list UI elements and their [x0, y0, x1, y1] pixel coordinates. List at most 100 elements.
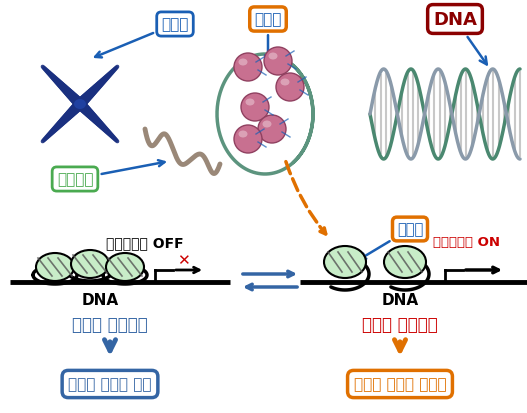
Ellipse shape	[112, 136, 117, 142]
Ellipse shape	[324, 247, 366, 278]
Ellipse shape	[384, 247, 426, 278]
Text: 히스톤: 히스톤	[255, 12, 282, 62]
Ellipse shape	[66, 91, 77, 102]
Ellipse shape	[110, 69, 116, 75]
Ellipse shape	[45, 133, 51, 139]
Text: DNA: DNA	[433, 11, 487, 65]
Ellipse shape	[41, 66, 45, 70]
Ellipse shape	[44, 135, 50, 140]
Ellipse shape	[234, 54, 262, 82]
Ellipse shape	[106, 254, 144, 281]
Text: DNA: DNA	[382, 293, 418, 308]
Ellipse shape	[55, 122, 63, 130]
Ellipse shape	[114, 139, 119, 144]
Ellipse shape	[88, 87, 98, 97]
Ellipse shape	[87, 112, 97, 122]
Ellipse shape	[74, 100, 86, 110]
Ellipse shape	[99, 123, 106, 131]
Ellipse shape	[113, 67, 118, 72]
Ellipse shape	[50, 75, 57, 82]
Ellipse shape	[88, 113, 98, 123]
Ellipse shape	[91, 84, 101, 94]
Ellipse shape	[65, 109, 76, 119]
Ellipse shape	[75, 97, 87, 109]
Ellipse shape	[53, 125, 60, 132]
Ellipse shape	[70, 95, 82, 107]
Ellipse shape	[66, 107, 77, 118]
Ellipse shape	[71, 96, 83, 108]
Ellipse shape	[239, 131, 248, 138]
Ellipse shape	[114, 66, 119, 70]
Ellipse shape	[82, 107, 93, 118]
Ellipse shape	[64, 110, 75, 121]
Ellipse shape	[64, 89, 75, 100]
Ellipse shape	[104, 129, 111, 136]
Text: 응집한 크로마틴: 응집한 크로마틴	[72, 315, 148, 333]
Ellipse shape	[94, 119, 103, 128]
Ellipse shape	[63, 112, 73, 122]
Ellipse shape	[101, 126, 109, 133]
Ellipse shape	[51, 76, 58, 83]
Ellipse shape	[63, 88, 73, 98]
Ellipse shape	[53, 77, 60, 85]
Ellipse shape	[90, 114, 99, 124]
Ellipse shape	[101, 76, 109, 83]
Ellipse shape	[87, 88, 97, 98]
Ellipse shape	[80, 94, 91, 105]
Text: 느슨한 크로마틴: 느슨한 크로마틴	[362, 315, 438, 333]
Ellipse shape	[49, 74, 56, 81]
Ellipse shape	[103, 128, 110, 135]
Ellipse shape	[57, 82, 66, 91]
Ellipse shape	[258, 116, 286, 144]
Ellipse shape	[43, 68, 48, 73]
Ellipse shape	[74, 98, 86, 111]
Ellipse shape	[45, 70, 51, 76]
Text: 유전자전사 ON: 유전자전사 ON	[433, 236, 500, 249]
Ellipse shape	[43, 136, 48, 142]
Ellipse shape	[71, 101, 83, 114]
Text: 유전자 전사의 억제: 유전자 전사의 억제	[69, 377, 152, 392]
Ellipse shape	[76, 101, 89, 114]
Ellipse shape	[99, 78, 106, 86]
Ellipse shape	[112, 68, 117, 73]
Ellipse shape	[107, 71, 113, 78]
Ellipse shape	[49, 129, 56, 136]
Ellipse shape	[71, 250, 109, 278]
Ellipse shape	[48, 73, 54, 79]
Ellipse shape	[54, 78, 62, 86]
Ellipse shape	[56, 81, 64, 89]
Ellipse shape	[61, 85, 70, 95]
Ellipse shape	[42, 67, 47, 72]
Ellipse shape	[46, 132, 53, 138]
Ellipse shape	[90, 85, 99, 95]
Ellipse shape	[100, 125, 108, 132]
Ellipse shape	[76, 96, 89, 108]
Ellipse shape	[110, 135, 116, 140]
Ellipse shape	[239, 59, 248, 66]
Ellipse shape	[95, 81, 104, 89]
Ellipse shape	[58, 117, 67, 126]
Ellipse shape	[106, 131, 112, 137]
Text: 히스톤: 히스톤	[360, 222, 423, 259]
Ellipse shape	[246, 99, 255, 106]
Ellipse shape	[82, 91, 93, 102]
Ellipse shape	[44, 69, 50, 75]
Ellipse shape	[94, 82, 103, 91]
Ellipse shape	[74, 98, 86, 111]
Ellipse shape	[60, 84, 69, 94]
Ellipse shape	[109, 133, 114, 139]
Ellipse shape	[78, 103, 90, 114]
Ellipse shape	[75, 100, 87, 112]
Ellipse shape	[97, 80, 105, 88]
Text: 유전자전사 OFF: 유전자전사 OFF	[106, 235, 184, 249]
Ellipse shape	[74, 98, 86, 111]
Ellipse shape	[84, 109, 94, 119]
Text: DNA: DNA	[82, 293, 119, 308]
Ellipse shape	[85, 89, 96, 100]
Ellipse shape	[58, 83, 67, 92]
Ellipse shape	[42, 138, 47, 143]
Ellipse shape	[60, 116, 69, 125]
Ellipse shape	[84, 90, 94, 101]
Ellipse shape	[69, 104, 81, 116]
Ellipse shape	[268, 53, 278, 60]
